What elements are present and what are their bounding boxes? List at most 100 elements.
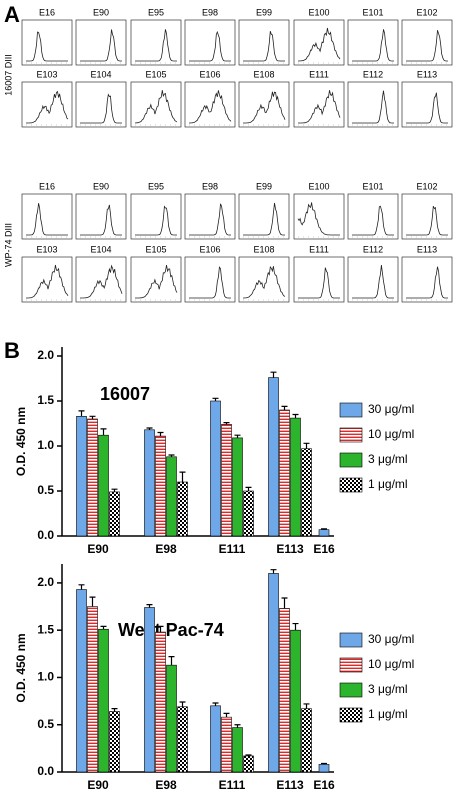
bar [279,608,290,773]
histogram-curve [352,29,394,62]
error-bar [321,762,327,765]
cell-title: E103 [36,69,57,79]
histogram-frame [347,193,399,240]
bar [243,490,254,537]
bar [98,628,109,773]
bar [166,664,177,773]
group-label: 16007 DIII [3,54,13,96]
error-bar [212,397,219,401]
histogram-frame [75,81,127,128]
error-bar [100,428,107,436]
histogram-frame [130,193,182,240]
histogram-frame [21,81,73,128]
panel-letter: B [4,338,20,363]
x-tick-label: E16 [313,778,335,792]
y-tick-label: 0.5 [37,717,54,731]
cell-title: E95 [148,7,164,17]
histogram-curve [298,90,341,124]
cell-title: E111 [309,244,329,254]
chart-title: West Pac-74 [118,620,224,640]
bar [318,764,330,773]
histogram-curve [80,204,122,236]
cell-title: E95 [148,181,164,191]
histogram-frame [21,256,73,303]
x-tick-label: E90 [87,542,109,556]
bar [144,429,155,537]
histogram-frame [75,193,127,240]
bar [155,631,166,773]
error-bar [234,434,241,438]
legend-label: 1 μg/ml [368,477,408,491]
legend-label: 10 μg/ml [368,657,414,671]
bar [210,705,221,773]
cell-title: E105 [145,69,166,79]
cell-title: E98 [202,7,218,17]
error-bar [321,528,327,530]
histogram-curve [298,267,340,299]
histogram-curve [80,29,122,62]
cell-title: E112 [363,244,383,254]
cell-title: E101 [362,181,383,191]
histogram-frame [238,81,290,128]
histogram-frame [401,81,453,128]
error-bar [270,569,277,574]
histogram-curve [189,90,232,124]
histogram-frame [401,256,453,303]
bar [232,437,243,537]
error-bar [168,454,175,457]
error-bar [168,656,175,666]
legend-label: 1 μg/ml [368,707,408,721]
bar [98,434,109,537]
histogram-frame [238,256,290,303]
cell-title: E113 [417,244,437,254]
histogram-frame [21,19,73,66]
cell-title: E99 [256,181,272,191]
x-tick-label: E113 [276,542,304,556]
bar [243,755,254,773]
error-bar [157,431,164,437]
histogram-curve [189,266,231,299]
histogram-frame [75,256,127,303]
histogram-frame [347,81,399,128]
cell-title: E105 [145,244,166,254]
panel-letter: A [4,2,20,27]
error-bar [212,702,219,706]
cell-title: E111 [309,69,329,79]
histogram-curve [243,91,286,124]
x-tick-label: E16 [313,542,335,556]
y-tick-label: 0.5 [37,483,54,497]
cell-title: E90 [93,181,109,191]
bar [109,711,120,773]
legend-label: 3 μg/ml [368,682,408,696]
error-bar [89,596,96,607]
histogram-curve [26,90,69,124]
cell-title: E106 [199,69,220,79]
x-tick-label: E98 [155,542,177,556]
bar [279,409,290,537]
chart-title: 16007 [100,384,150,404]
histogram-frame [130,19,182,66]
cell-title: E104 [90,244,111,254]
bar [290,417,301,537]
y-axis-label: O.D. 450 nm [14,633,28,702]
bar [76,589,87,773]
histogram-frame [130,256,182,303]
legend-label: 3 μg/ml [368,452,408,466]
error-bar [146,604,153,608]
bar [268,573,279,773]
cell-title: E108 [253,244,274,254]
y-tick-label: 0.0 [37,764,54,778]
bar [210,400,221,537]
legend-swatch [339,682,363,698]
error-bar [146,427,153,430]
error-bar [100,625,107,630]
error-bar [270,371,277,378]
histogram-curve [26,31,68,62]
error-bar [223,712,230,718]
bar [290,629,301,773]
cell-title: E102 [416,181,437,191]
histogram-frame [347,19,399,66]
bar [87,418,98,537]
error-bar [78,584,85,590]
